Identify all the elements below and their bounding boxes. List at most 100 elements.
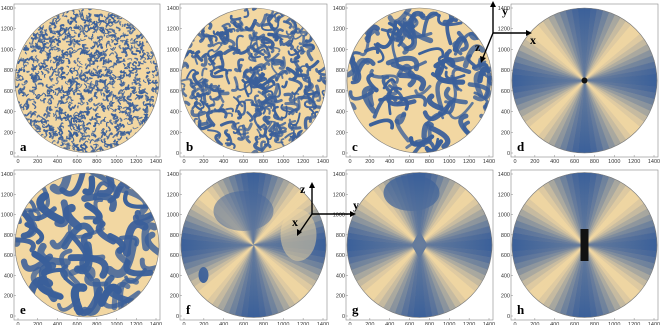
defect-stroke (31, 67, 37, 71)
defect-stroke (55, 116, 58, 121)
defect-stroke (69, 33, 72, 37)
defect-stroke (31, 36, 37, 40)
defect-stroke (45, 84, 51, 89)
defect-stroke (60, 96, 63, 100)
defect-stroke (72, 91, 76, 96)
x-tick-label: 1200 (463, 159, 475, 165)
defect-stroke (267, 82, 280, 99)
defect-stroke (250, 46, 259, 57)
defect-stroke (200, 55, 208, 67)
defect-stroke (57, 127, 61, 133)
defect-stroke (92, 84, 97, 90)
x-tick-label: 600 (73, 322, 82, 325)
defect-stroke (29, 73, 33, 77)
x-tick-label: 1400 (648, 322, 660, 325)
defect-stroke (122, 91, 125, 94)
axis-label-vertical: y (502, 4, 508, 18)
defect-stroke (50, 59, 52, 63)
y-tick-label: 200 (501, 130, 510, 136)
defect-stroke (58, 55, 65, 59)
defect-stroke (47, 123, 53, 127)
x-tick-label: 1000 (443, 322, 455, 325)
defect-stroke (114, 119, 118, 125)
defect-stroke (77, 66, 83, 71)
defect-stroke (60, 102, 64, 104)
defect-stroke (101, 32, 104, 35)
defect-stroke (90, 145, 94, 152)
defect-stroke (140, 119, 147, 123)
defect-stroke (257, 99, 264, 112)
defect-stroke (29, 89, 34, 93)
defect-stroke (272, 46, 281, 53)
defect-stroke (46, 69, 50, 74)
defect-stroke (249, 81, 264, 89)
defect-stroke (381, 75, 393, 95)
defect-stroke (272, 36, 283, 43)
defect-stroke (63, 51, 69, 55)
defect-stroke (135, 104, 139, 107)
defect-stroke (22, 103, 28, 109)
defect-stroke (121, 110, 125, 114)
defect-stroke (33, 119, 38, 123)
defect-stroke (121, 123, 124, 127)
defect-stroke (71, 123, 77, 127)
y-tick-label: 1000 (498, 47, 510, 53)
defect-stroke (112, 134, 118, 139)
panel-frame (13, 3, 161, 158)
defect-stroke (84, 63, 87, 66)
defect-stroke (48, 106, 53, 111)
disc-rim (511, 172, 658, 318)
defect-stroke (298, 35, 305, 46)
x-tick-label: 0 (513, 159, 516, 165)
defect-stroke (107, 132, 114, 139)
defect-stroke (66, 144, 70, 150)
defect-stroke (218, 89, 225, 104)
defect-stroke (102, 98, 107, 101)
defect-stroke (114, 108, 117, 112)
defect-stroke (56, 140, 60, 144)
defect-stroke (33, 87, 38, 91)
defect-stroke (236, 129, 249, 136)
defect-stroke (123, 72, 127, 77)
defect-stroke (128, 105, 135, 109)
defect-stroke (132, 126, 139, 130)
defect-stroke (45, 114, 51, 119)
defect-stroke (57, 112, 62, 120)
defect-stroke (261, 85, 274, 91)
defect-stroke (92, 59, 99, 65)
defect-stroke (83, 83, 88, 89)
defect-stroke (66, 142, 70, 145)
disc-rim (511, 7, 658, 154)
defect-stroke (24, 51, 28, 55)
defect-stroke (113, 20, 120, 24)
defect-stroke (22, 63, 26, 68)
defect-stroke (62, 94, 65, 99)
defect-stroke (380, 28, 404, 47)
defect-stroke (134, 57, 139, 61)
defect-stroke (141, 41, 144, 45)
defect-stroke (253, 94, 260, 106)
x-tick-label: 1400 (150, 322, 162, 325)
defect-stroke (43, 36, 50, 41)
defect-stroke (119, 21, 122, 26)
defect-stroke (131, 86, 136, 90)
defect-stroke (96, 49, 99, 53)
defect-stroke (129, 23, 134, 28)
defect-stroke (108, 52, 114, 57)
defect-stroke (305, 60, 320, 70)
defect-stroke (49, 40, 56, 46)
defect-stroke (72, 9, 75, 13)
defect-stroke (34, 124, 39, 130)
defect-stroke (35, 55, 40, 61)
defect-stroke (103, 33, 106, 37)
defect-stroke (31, 73, 38, 79)
defect-stroke (71, 35, 76, 38)
defect-stroke (253, 45, 269, 53)
defect-stroke (280, 69, 291, 76)
defect-stroke (83, 24, 88, 28)
defect-stroke (110, 70, 113, 74)
disc-rim (346, 172, 493, 318)
defect-stroke (113, 42, 119, 46)
defect-stroke (135, 66, 142, 70)
defect-stroke (78, 83, 83, 89)
